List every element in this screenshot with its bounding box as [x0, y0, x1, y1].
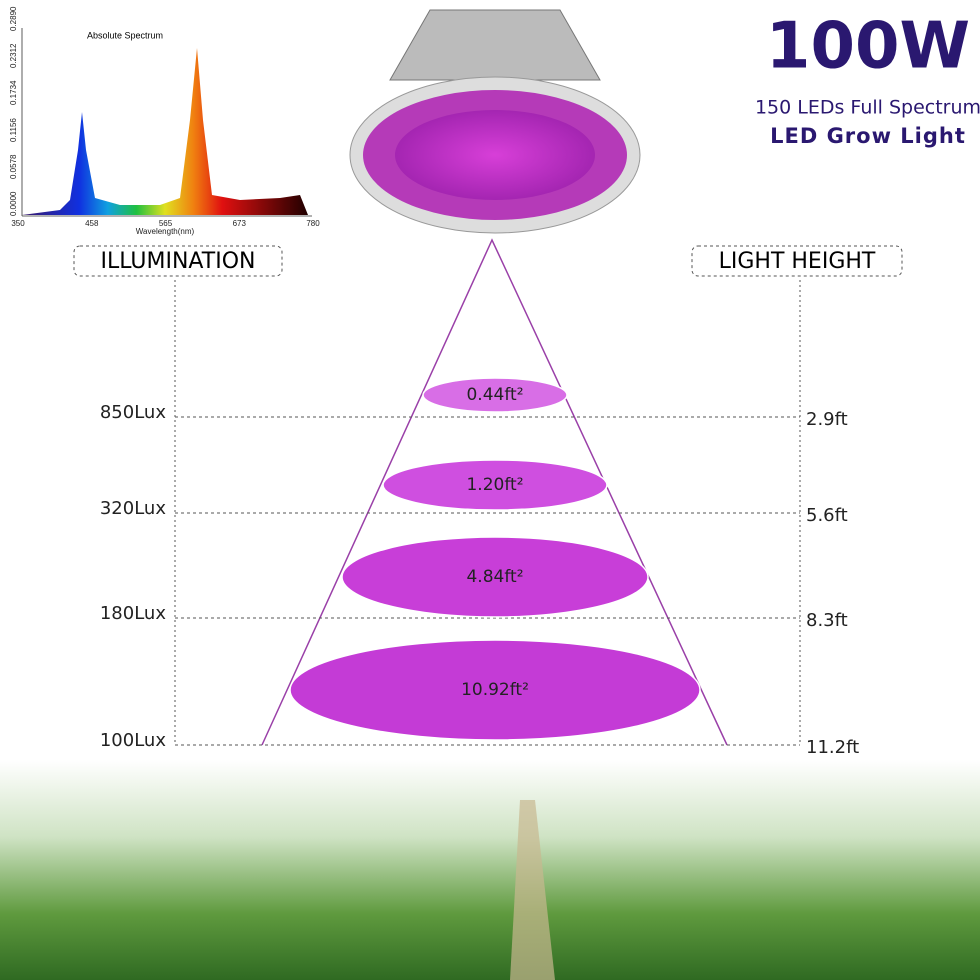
y-tick-label: 0.0000	[9, 191, 18, 216]
label-left: ILLUMINATION	[101, 249, 256, 274]
spectrum-chart: Absolute Spectrum Wavelength(nm) 350 458 5…	[9, 6, 320, 236]
coverage-ellipse	[382, 459, 608, 511]
y-ticks: 0.0000 0.0578 0.1156 0.1734 0.2312 0.2890	[9, 6, 18, 216]
height: 5.6ft	[806, 505, 848, 526]
label-right: LIGHT HEIGHT	[719, 249, 876, 274]
coverage-area: 1.20ft²	[466, 475, 523, 495]
label-box	[691, 245, 903, 277]
height: 11.2ft	[806, 737, 859, 758]
spectrum-title: Absolute Spectrum	[87, 30, 163, 40]
illumination: 850Lux	[100, 402, 166, 423]
x-tick-label: 458	[85, 219, 99, 228]
y-tick-label: 0.0578	[9, 154, 18, 179]
y-tick-label: 0.2312	[9, 43, 18, 68]
subtitle: 150 LEDs Full Spectrum	[755, 97, 980, 119]
path	[510, 800, 555, 980]
spectrum-xlabel: Wavelength(nm)	[136, 227, 195, 236]
y-tick-label: 0.1734	[9, 80, 18, 105]
coverage-area: 0.44ft²	[466, 385, 523, 405]
coverage-ellipse	[341, 536, 649, 618]
coverage-area: 10.92ft²	[461, 680, 529, 700]
x-tick-label: 780	[306, 219, 320, 228]
lamp	[349, 9, 641, 234]
power: 100W	[766, 10, 970, 84]
y-tick-label: 0.1156	[9, 118, 18, 142]
label-box	[73, 245, 283, 277]
height: 2.9ft	[806, 409, 848, 430]
background-field	[0, 760, 980, 980]
coverage-ellipse	[289, 639, 701, 741]
coverage-area: 4.84ft²	[466, 567, 523, 587]
y-tick-label: 0.2890	[9, 6, 18, 31]
illumination: 100Lux	[100, 730, 166, 751]
illumination: 180Lux	[100, 603, 166, 624]
x-tick-label: 350	[11, 219, 25, 228]
x-ticks: 350 458 565 673 780	[11, 219, 320, 228]
illumination: 320Lux	[100, 498, 166, 519]
coverage-ellipse	[422, 377, 568, 413]
spectrum-curve	[22, 48, 308, 215]
levels: 0.44ft² 850Lux 2.9ft 1.20ft² 320Lux 5.6ft 4.84…	[100, 377, 859, 758]
product: LED Grow Light	[770, 124, 966, 148]
x-tick-label: 673	[233, 219, 247, 228]
x-tick-label: 565	[159, 219, 173, 228]
height: 8.3ft	[806, 610, 848, 631]
